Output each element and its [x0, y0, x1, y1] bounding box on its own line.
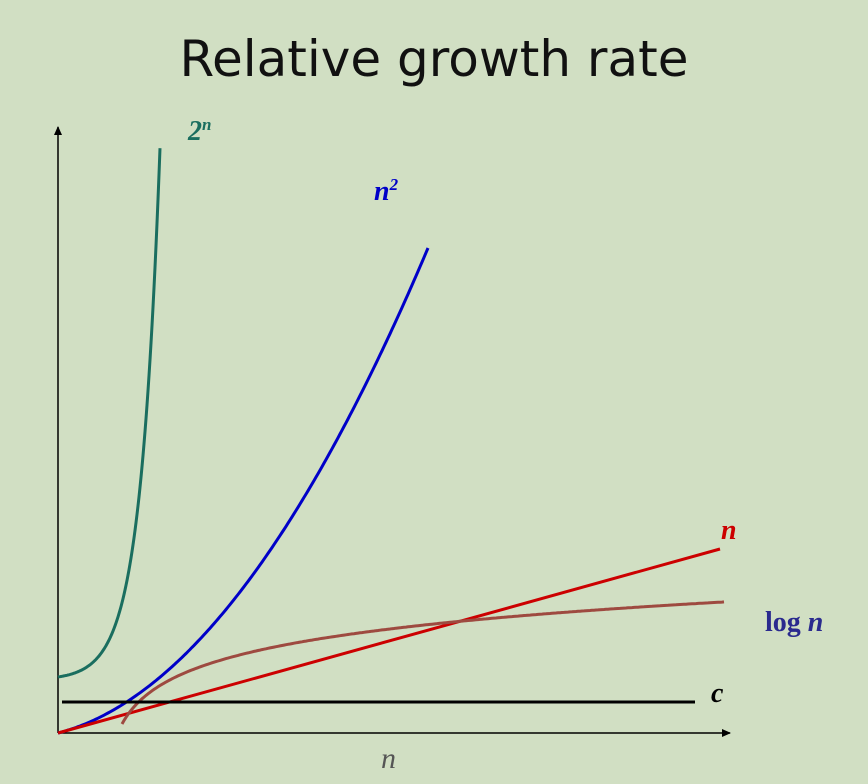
- series-logarithmic-label: log n: [765, 607, 823, 638]
- series-quadratic-label: n2: [374, 175, 399, 207]
- series-quadratic-line: [57, 247, 430, 735]
- series-logarithmic-line: [120, 600, 725, 725]
- chart-title: Relative growth rate: [179, 30, 689, 88]
- x-axis-label: n: [381, 742, 396, 775]
- series-linear-label: n: [721, 515, 737, 546]
- series-linear-line: [57, 547, 721, 735]
- series-exponential-line: [57, 148, 162, 679]
- series-exponential-label: 2n: [187, 115, 211, 147]
- series-constant-label: c: [711, 678, 724, 709]
